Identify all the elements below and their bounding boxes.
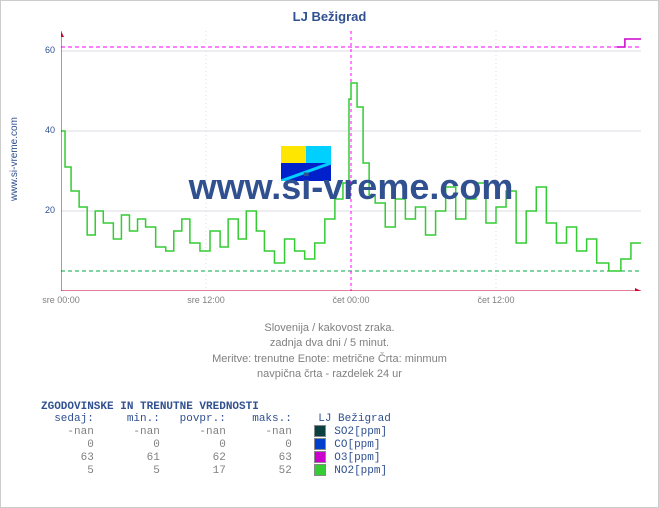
y-tick: 20	[35, 205, 55, 215]
legend-row: 0 0 0 0 CO[ppm]	[41, 438, 391, 451]
subtitle-block: Slovenija / kakovost zraka. zadnja dva d…	[1, 321, 658, 383]
x-tick: čet 00:00	[332, 295, 369, 305]
legend-row: 63 61 62 63 O3[ppm]	[41, 451, 391, 464]
chart-svg	[61, 31, 641, 291]
y-axis-label: www.si-vreme.com	[9, 117, 20, 201]
legend-rows: -nan -nan -nan -nan SO2[ppm] 0 0 0 0 CO[…	[41, 425, 391, 477]
legend-header-row: sedaj: min.: povpr.: maks.: LJ Bežigrad	[41, 413, 391, 425]
y-tick: 60	[35, 45, 55, 55]
chart-container: LJ Bežigrad www.si-vreme.com 20 40 60 sre …	[0, 0, 659, 508]
x-tick: čet 12:00	[477, 295, 514, 305]
watermark-logo	[281, 146, 331, 181]
subtitle-line-4: navpična črta - razdelek 24 ur	[1, 367, 658, 382]
subtitle-line-1: Slovenija / kakovost zraka.	[1, 321, 658, 336]
subtitle-line-2: zadnja dva dni / 5 minut.	[1, 336, 658, 351]
chart-plot-area	[61, 31, 641, 291]
y-tick: 40	[35, 125, 55, 135]
legend-row: -nan -nan -nan -nan SO2[ppm]	[41, 425, 391, 438]
chart-title: LJ Bežigrad	[1, 1, 658, 24]
subtitle-line-3: Meritve: trenutne Enote: metrične Črta: …	[1, 352, 658, 367]
legend-title: ZGODOVINSKE IN TRENUTNE VREDNOSTI	[41, 401, 391, 413]
legend-block: ZGODOVINSKE IN TRENUTNE VREDNOSTI sedaj:…	[41, 401, 391, 477]
legend-row: 5 5 17 52 NO2[ppm]	[41, 464, 391, 477]
x-tick: sre 00:00	[42, 295, 80, 305]
logo-icon	[281, 146, 331, 181]
x-tick: sre 12:00	[187, 295, 225, 305]
